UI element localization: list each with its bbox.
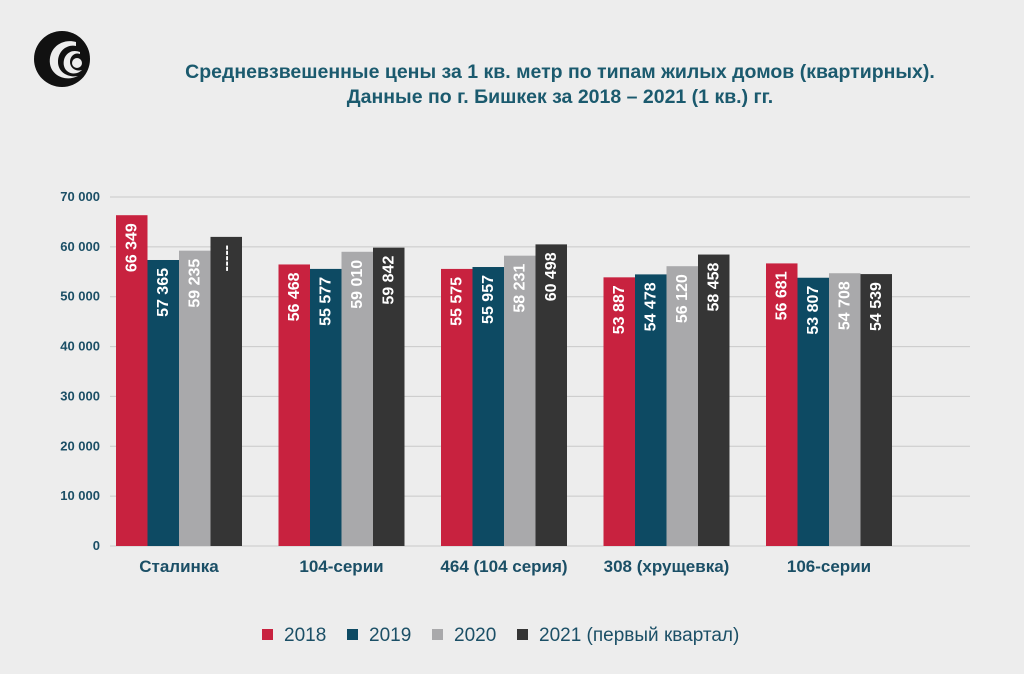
x-category-label: Сталинка [139,557,219,576]
bar [860,274,892,546]
x-category-label: 464 (104 серия) [440,557,567,576]
bar [441,268,473,546]
y-tick-label: 0 [93,538,100,553]
y-tick-label: 30 000 [60,388,100,403]
bar [504,255,536,546]
bar-value-label: 55 577 [318,277,335,326]
bar [116,215,148,546]
legend-swatch [347,629,358,640]
bar [278,264,310,546]
bar-value-label: 59 235 [187,259,204,308]
bar-value-label: 54 478 [643,282,660,331]
x-category-label: 308 (хрущевка) [604,557,730,576]
bar-value-label: 59 842 [381,256,398,305]
y-tick-label: 10 000 [60,488,100,503]
bar-value-label: 56 681 [774,271,791,320]
legend-label: 2018 [284,625,326,646]
y-tick-label: 70 000 [60,189,100,204]
bar-value-label: 55 575 [449,277,466,326]
chart-title-line-1: Средневзвешенные цены за 1 кв. метр по т… [185,61,935,83]
bar-value-label: 53 807 [805,286,822,335]
bar [698,254,730,547]
bar [535,244,567,546]
bar [635,274,667,546]
company-logo [34,31,90,87]
x-category-label: 104-серии [299,557,383,576]
bar-value-label: 58 231 [512,264,529,313]
x-category-label: 106-серии [787,557,871,576]
bar [829,273,861,546]
legend-swatch [262,629,273,640]
legend-swatch [432,629,443,640]
bar-value-label: 54 539 [868,282,885,331]
bar [179,250,211,547]
bar [603,277,635,546]
legend-swatch [517,629,528,640]
chart-title: Средневзвешенные цены за 1 кв. метр по т… [130,60,990,110]
bar [766,263,798,546]
legend-label: 2020 [454,625,496,646]
bar-value-label: 56 468 [286,272,303,321]
bar [373,247,405,546]
y-tick-label: 50 000 [60,289,100,304]
bar-value-label: 60 498 [543,252,560,301]
bar-value-label: 66 349 [124,223,141,272]
bar [147,259,179,546]
bar-value-label: ----- [218,245,235,272]
bar-value-label: 57 365 [155,268,172,317]
bar [341,251,373,546]
bar [472,267,504,546]
bar [666,266,698,546]
bar-value-label: 53 887 [611,285,628,334]
y-tick-label: 60 000 [60,239,100,254]
bar-value-label: 56 120 [674,274,691,323]
bar-value-label: 55 957 [480,275,497,324]
chart-title-line-2: Данные по г. Бишкек за 2018 – 2021 (1 кв… [346,86,774,108]
bar [310,268,342,546]
y-tick-label: 20 000 [60,438,100,453]
legend-label: 2019 [369,625,411,646]
bar-value-label: 58 458 [706,262,723,311]
bar [797,277,829,546]
bar [210,236,242,546]
bar-value-label: 59 010 [349,260,366,309]
y-tick-label: 40 000 [60,339,100,354]
legend-label: 2021 (первый квартал) [539,625,739,646]
bar-value-label: 54 708 [837,281,854,330]
